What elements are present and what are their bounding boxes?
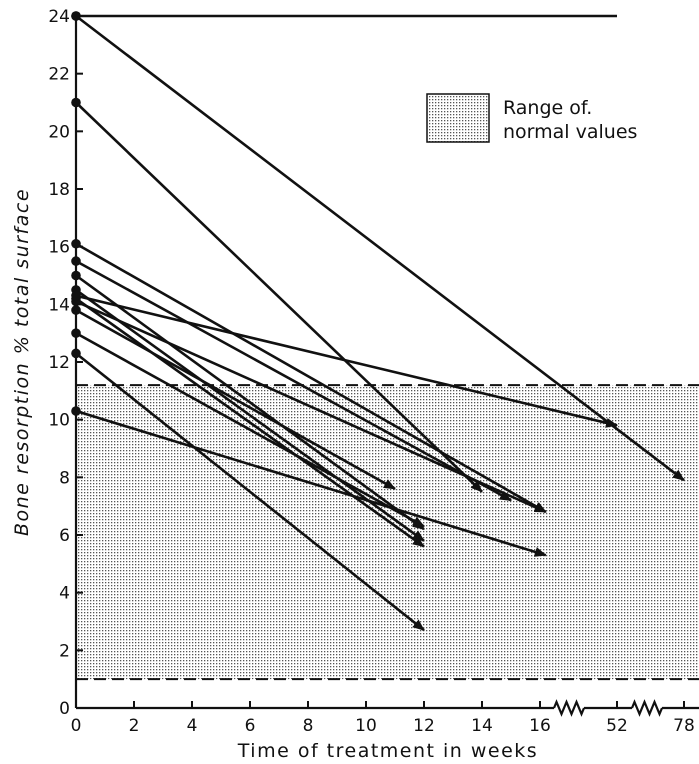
y-tick-label: 8 xyxy=(59,468,70,488)
series-3-start-point xyxy=(71,97,81,108)
y-axis-title: Bone resorption % total surface xyxy=(11,188,33,536)
x-tick-label: 6 xyxy=(245,716,256,736)
x-tick-label: 0 xyxy=(71,716,82,736)
x-tick-label: 4 xyxy=(187,716,198,736)
y-tick-label: 0 xyxy=(59,699,70,719)
x-tick-label: 14 xyxy=(471,716,493,736)
legend-label-line1: Range of. xyxy=(503,97,592,119)
series-3-line xyxy=(75,101,483,493)
series-11-line xyxy=(75,308,396,491)
legend-swatch xyxy=(426,93,490,143)
series-4-start-point xyxy=(71,238,81,249)
series-11-start-point xyxy=(71,305,81,315)
x-tick-label: 52 xyxy=(606,716,628,736)
series-6-start-point xyxy=(71,270,81,281)
y-tick-label: 14 xyxy=(48,295,70,315)
series-10-line xyxy=(75,294,618,428)
y-tick-label: 16 xyxy=(48,238,70,258)
series-5-start-point xyxy=(71,256,81,266)
series-6-line xyxy=(75,274,425,531)
y-tick-label: 22 xyxy=(48,65,70,85)
x-axis-title: Time of treatment in weeks xyxy=(237,740,538,762)
x-tick-label: 12 xyxy=(413,716,435,736)
series-2-line xyxy=(75,14,685,482)
series-layer xyxy=(71,11,685,632)
y-tick-label: 12 xyxy=(48,353,70,373)
x-tick-label: 10 xyxy=(355,716,377,736)
axis-break-mark xyxy=(552,699,586,717)
normal-range-band xyxy=(76,385,699,680)
series-4-line xyxy=(75,242,547,514)
y-tick-label: 18 xyxy=(48,180,70,200)
legend: Range of. normal values xyxy=(426,93,637,143)
series-12-line xyxy=(75,332,425,528)
series-13-line xyxy=(75,352,425,632)
x-tick-label: 78 xyxy=(673,716,695,736)
x-tick-label: 16 xyxy=(529,716,551,736)
y-tick-label: 24 xyxy=(48,7,70,27)
series-14-line xyxy=(75,409,547,557)
legend-label-line2: normal values xyxy=(503,121,637,143)
y-tick-label: 6 xyxy=(59,526,70,546)
y-tick-label: 10 xyxy=(48,411,70,431)
series-13-start-point xyxy=(71,348,81,359)
series-5-line xyxy=(75,259,512,502)
series-2-start-point xyxy=(71,11,81,21)
x-tick-label: 8 xyxy=(303,716,314,736)
x-tick-label: 2 xyxy=(129,716,140,736)
series-8-line xyxy=(75,297,425,548)
normal-range-layer xyxy=(76,384,699,681)
series-14-start-point xyxy=(71,406,81,416)
y-tick-label: 20 xyxy=(48,122,70,142)
y-tick-label: 4 xyxy=(59,584,70,604)
series-12-start-point xyxy=(71,328,81,338)
axis-break-mark xyxy=(630,699,664,717)
series-10-start-point xyxy=(71,290,81,301)
series-9-line xyxy=(75,300,547,514)
y-tick-label: 2 xyxy=(59,641,70,661)
